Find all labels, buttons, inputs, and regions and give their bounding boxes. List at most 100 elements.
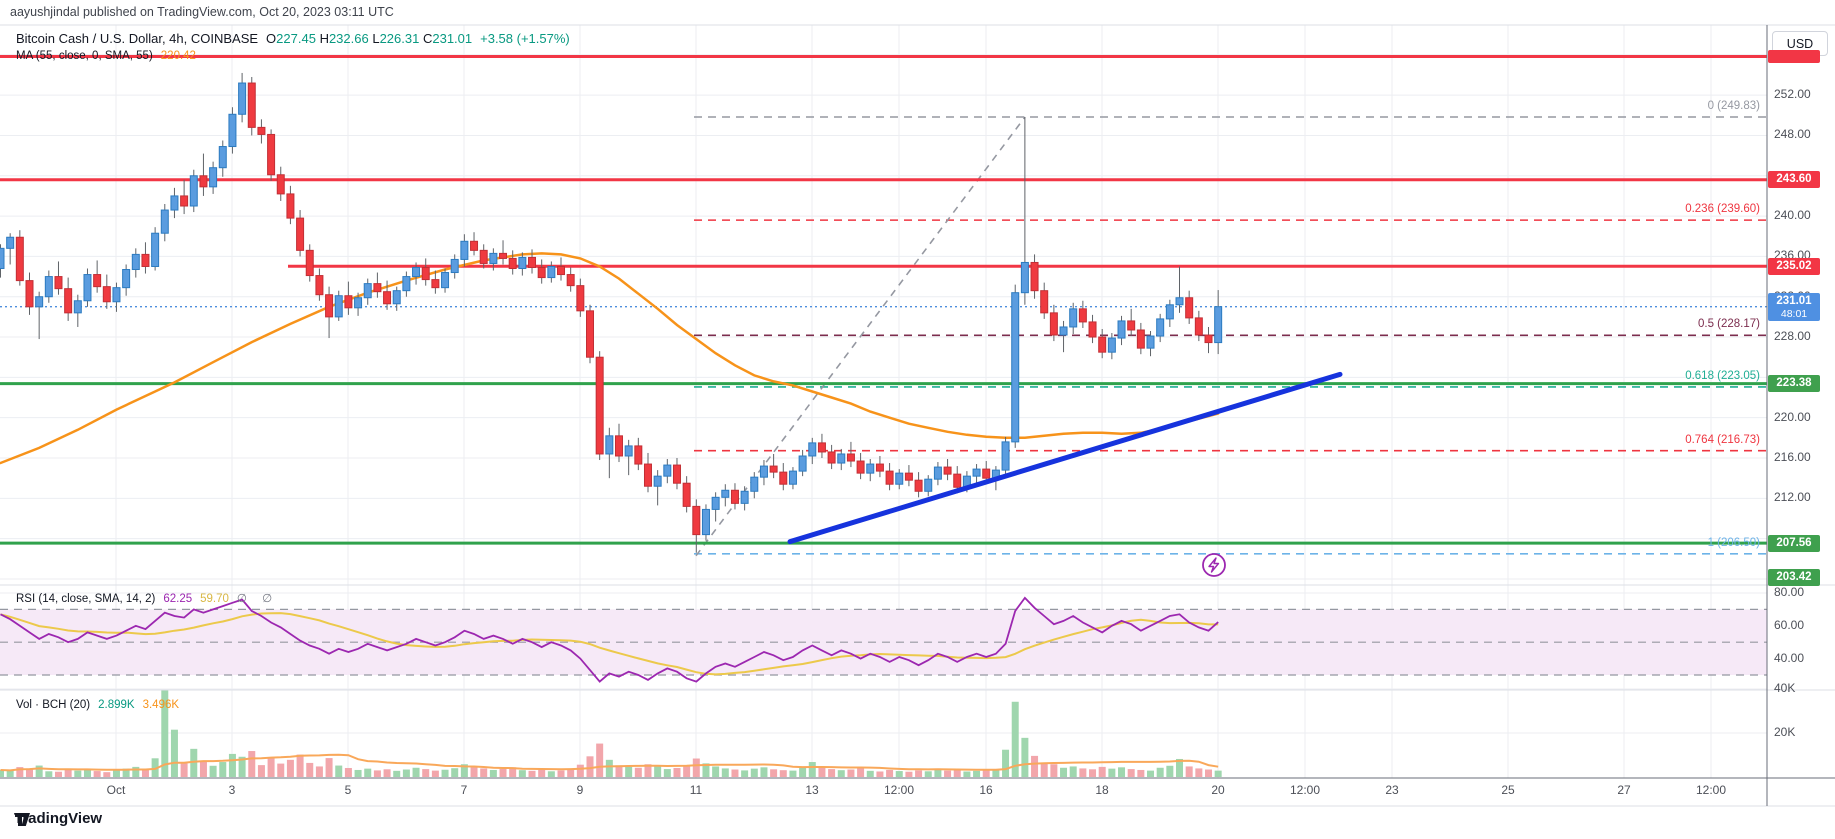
candle-up — [740, 490, 749, 504]
volume-bar — [499, 768, 507, 777]
volume-bar — [238, 756, 246, 777]
candle-up — [1020, 261, 1029, 294]
time-axis-tick[interactable]: 13 — [805, 783, 819, 797]
volume-bar — [721, 768, 729, 777]
candle-up — [73, 300, 82, 314]
time-axis-tick[interactable]: 11 — [689, 783, 703, 797]
time-axis-tick[interactable]: 18 — [1095, 783, 1109, 797]
time-axis-tick[interactable]: 25 — [1501, 783, 1515, 797]
ohlc-value: C231.01 — [422, 31, 473, 46]
volume-bar — [886, 769, 894, 777]
volume-bar — [286, 759, 294, 777]
candle-down — [479, 249, 488, 264]
rsi-axis-tick[interactable]: 40.00 — [1774, 651, 1805, 665]
ma-label: MA (55, close, 0, SMA, 55) — [16, 50, 153, 62]
candle-up — [238, 82, 247, 115]
candle-down — [904, 472, 913, 481]
candle-up — [1146, 335, 1155, 349]
volume-bar — [54, 771, 62, 777]
volume-bar — [828, 769, 836, 777]
price-axis-tick[interactable]: 212.00 — [1774, 490, 1811, 504]
price-axis-tick[interactable]: 220.00 — [1774, 410, 1811, 424]
tradingview-logo[interactable]: TradingView — [14, 810, 102, 827]
volume-bar — [547, 771, 555, 777]
time-axis-tick[interactable]: 16 — [979, 783, 993, 797]
candle-countdown: 48:01 — [1780, 308, 1808, 320]
volume-bar — [663, 769, 671, 777]
price-axis-tick[interactable]: 248.00 — [1774, 127, 1811, 141]
volume-bar — [190, 748, 198, 777]
time-axis-tick[interactable]: 9 — [576, 783, 584, 797]
rsi-label: RSI (14, close, SMA, 14, 2) — [16, 593, 156, 605]
fib-level-label: 0.5 (228.17) — [1697, 318, 1760, 330]
volume-legend[interactable]: Vol · BCH (20) 2.899K 3.496K — [16, 699, 179, 711]
volume-bar — [538, 769, 546, 777]
time-axis-tick[interactable]: 23 — [1385, 783, 1399, 797]
volume-bar — [170, 729, 178, 777]
volume-bar — [876, 771, 884, 777]
ohlc-value: O227.45 — [266, 31, 316, 46]
volume-bar — [315, 766, 323, 777]
ma55-line — [0, 252, 1220, 465]
volume-bar — [847, 769, 855, 777]
volume-bar — [364, 768, 372, 777]
time-axis-tick[interactable]: Oct — [106, 783, 126, 797]
time-axis-tick[interactable]: 12:00 — [1695, 783, 1727, 797]
ma-value: 220.42 — [160, 50, 196, 62]
price-axis-tick[interactable]: 240.00 — [1774, 208, 1811, 222]
volume-bar — [789, 770, 797, 777]
volume-bar — [1176, 758, 1184, 777]
candle-down — [1040, 290, 1049, 314]
price-axis-tick[interactable]: 252.00 — [1774, 87, 1811, 101]
candle-down — [305, 249, 314, 277]
volume-bar — [122, 768, 130, 777]
rsi-axis-tick[interactable]: 60.00 — [1774, 618, 1805, 632]
volume-bar — [161, 690, 169, 777]
candle-down — [885, 470, 894, 485]
flash-event-icon[interactable] — [1202, 553, 1226, 577]
volume-bar — [74, 770, 82, 777]
plot-area — [0, 25, 1767, 778]
price-axis-tick[interactable]: 216.00 — [1774, 450, 1811, 464]
rsi-axis-tick[interactable]: 80.00 — [1774, 585, 1805, 599]
symbol-legend[interactable]: Bitcoin Cash / U.S. Dollar, 4h, COINBASE… — [16, 31, 570, 46]
volume-bar — [1205, 769, 1212, 777]
volume-axis-tick[interactable]: 40K — [1774, 681, 1796, 695]
volume-bar — [344, 767, 352, 777]
price-badge: 223.38 — [1768, 375, 1820, 392]
time-axis-tick[interactable]: 20 — [1211, 783, 1225, 797]
volume-axis-tick[interactable]: 20K — [1774, 725, 1796, 739]
time-axis-tick[interactable]: 12:00 — [1289, 783, 1321, 797]
candle-down — [102, 286, 111, 303]
candle-down — [537, 266, 546, 279]
time-axis-tick[interactable]: 27 — [1617, 783, 1631, 797]
volume-bar — [741, 770, 749, 777]
volume-bar — [837, 770, 845, 777]
candle-up — [933, 466, 942, 480]
candle-down — [1136, 329, 1145, 349]
candle-up — [450, 258, 459, 274]
candle-down — [557, 265, 566, 276]
publisher-info: aayushjindal published on TradingView.co… — [10, 5, 394, 19]
volume-bar — [228, 753, 236, 777]
candle-up — [151, 232, 160, 267]
volume-bar — [1214, 770, 1222, 777]
candle-up — [363, 283, 372, 299]
candle-down — [199, 175, 208, 188]
rsi-legend[interactable]: RSI (14, close, SMA, 14, 2) 62.25 59.70 … — [16, 591, 278, 605]
time-axis-tick[interactable]: 3 — [228, 783, 236, 797]
volume-bar — [151, 758, 159, 777]
volume-bar — [6, 770, 14, 777]
candle-up — [721, 489, 730, 498]
candle-up — [1001, 441, 1010, 471]
price-axis-tick[interactable]: 228.00 — [1774, 329, 1811, 343]
time-axis-tick[interactable]: 7 — [460, 783, 468, 797]
time-axis-tick[interactable]: 5 — [344, 783, 352, 797]
volume-bar — [1021, 737, 1029, 777]
candle-down — [634, 445, 643, 465]
candle-down — [25, 280, 34, 308]
time-axis-tick[interactable]: 12:00 — [883, 783, 915, 797]
ma-legend[interactable]: MA (55, close, 0, SMA, 55) 220.42 — [16, 50, 196, 62]
candle-down — [1078, 308, 1087, 323]
